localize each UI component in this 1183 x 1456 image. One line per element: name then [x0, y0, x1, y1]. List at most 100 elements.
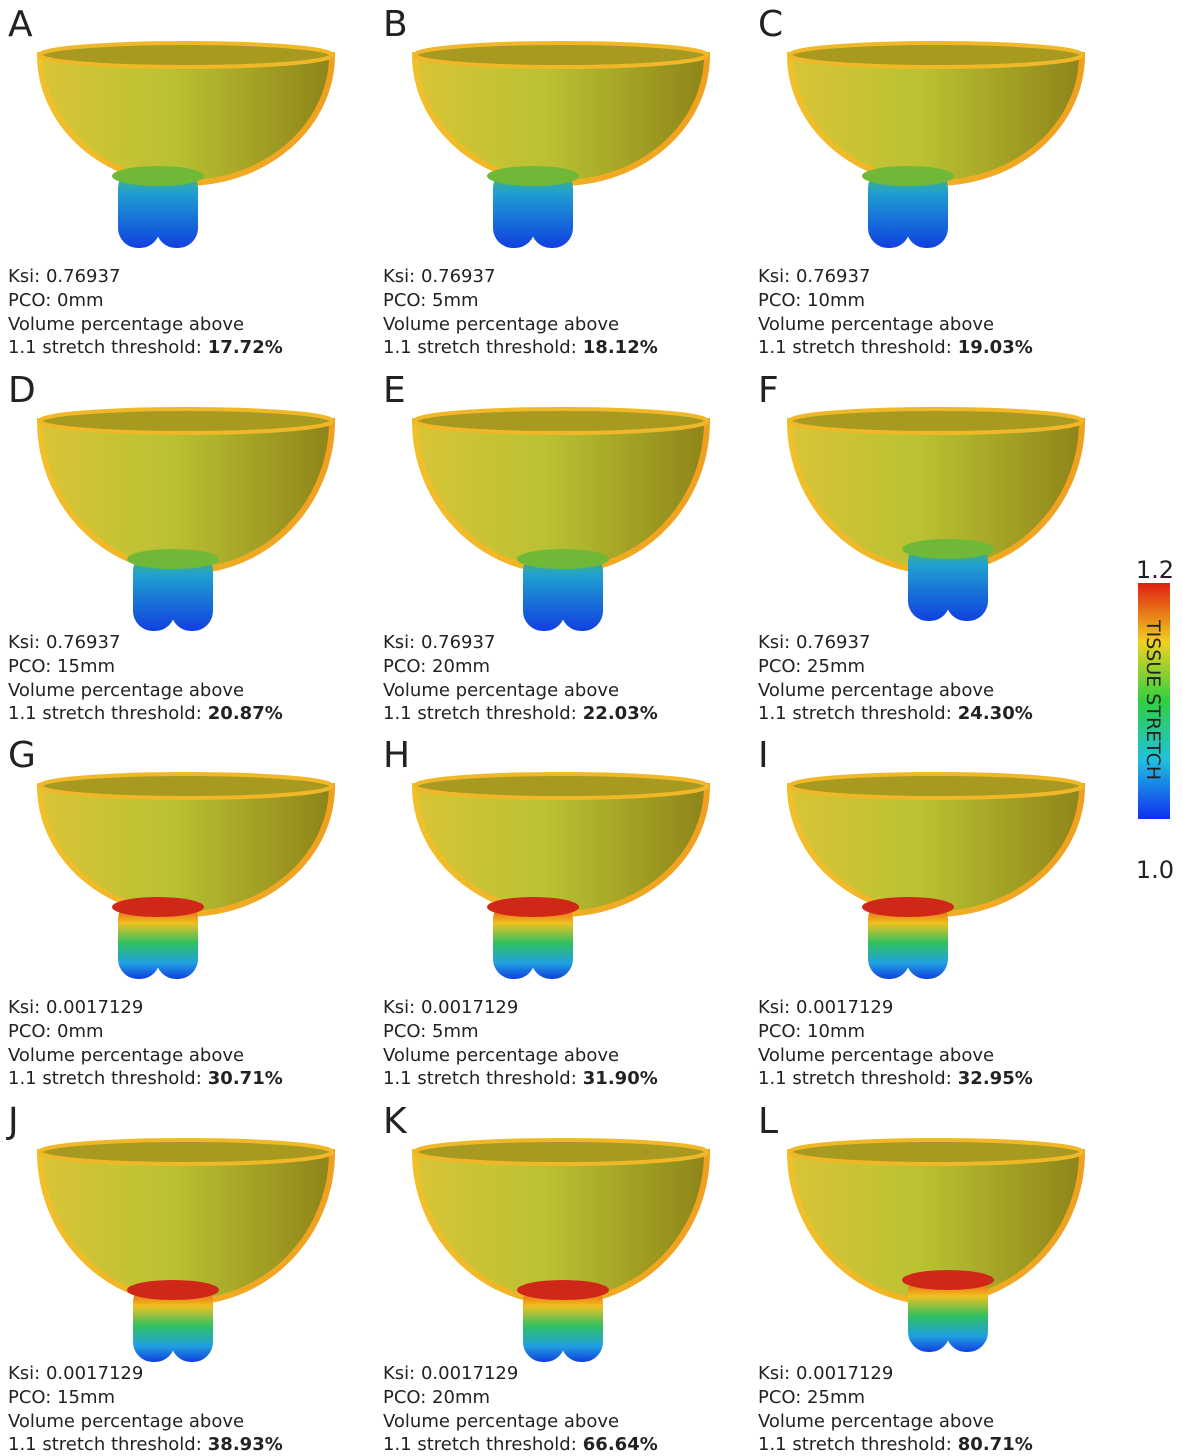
threshold-value: 22.03%: [583, 703, 658, 724]
bowl-rim: [40, 409, 332, 433]
threshold-line: 1.1 stretch threshold:30.71%: [8, 1068, 283, 1089]
bowl: [415, 1152, 707, 1302]
volume-caption: Volume percentage above: [383, 1411, 619, 1432]
threshold-value: 24.30%: [958, 703, 1033, 724]
panel-letter: L: [758, 1101, 778, 1142]
threshold-line: 1.1 stretch threshold: 19.03%: [758, 337, 1033, 358]
bowl-rim: [40, 1140, 332, 1164]
pco: PCO: 0mm: [8, 290, 104, 311]
panel-letter: I: [758, 735, 769, 776]
stem-top: [127, 1280, 219, 1300]
volume-caption: Volume percentage above: [758, 314, 994, 335]
figure: 1.2 1.0 TISSUE STRETCH AKsi: 0.76937PCO:…: [0, 0, 1183, 1456]
pco: PCO: 0mm: [8, 1021, 104, 1042]
ksi: Ksi: 0.0017129: [8, 997, 143, 1018]
bowl: [40, 1152, 332, 1302]
panel-letter: J: [6, 1101, 19, 1142]
threshold-value: 38.93%: [208, 1434, 283, 1455]
stem-top: [487, 166, 579, 186]
pco: PCO: 10mm: [758, 1021, 865, 1042]
panel-letter: B: [383, 4, 408, 45]
threshold-label: 1.1 stretch threshold:: [383, 1068, 577, 1089]
ksi: Ksi: 0.0017129: [383, 1363, 518, 1384]
threshold-label: 1.1 stretch threshold:: [758, 1068, 952, 1089]
stem-top: [862, 166, 954, 186]
threshold-line: 1.1 stretch threshold: 66.64%: [383, 1434, 658, 1455]
pco: PCO: 5mm: [383, 290, 479, 311]
panel-letter: D: [8, 370, 36, 411]
threshold-value: 20.87%: [208, 703, 283, 724]
panel-letter: F: [758, 370, 779, 411]
ksi: Ksi: 0.0017129: [8, 1363, 143, 1384]
threshold-value: 32.95%: [958, 1068, 1033, 1089]
bowl-rim: [415, 43, 707, 67]
threshold-label: 1.1 stretch threshold:: [758, 703, 952, 724]
bowl: [40, 55, 332, 183]
pco: PCO: 15mm: [8, 656, 115, 677]
panel: CKsi: 0.76937PCO: 10mmVolume percentage …: [758, 4, 1082, 358]
panel: F Ksi: 0.76937 PCO: 25mm Volume percentage …: [758, 370, 1082, 724]
bowl: [415, 786, 707, 914]
bowl: [790, 55, 1082, 183]
panel-letter: G: [8, 735, 36, 776]
threshold-line: 1.1 stretch threshold:18.12%: [383, 337, 658, 358]
volume-caption: Volume percentage above: [758, 680, 994, 701]
pco: PCO: 10mm: [758, 290, 865, 311]
stem-top: [902, 539, 994, 559]
threshold-label: 1.1 stretch threshold:: [383, 703, 577, 724]
ksi: Ksi: 0.0017129: [758, 1363, 893, 1384]
pco: PCO: 5mm: [383, 1021, 479, 1042]
threshold-label: 1.1 stretch threshold:: [8, 703, 202, 724]
ksi: Ksi: 0.0017129: [758, 997, 893, 1018]
ksi: Ksi: 0.76937: [758, 266, 870, 287]
bowl-rim: [415, 409, 707, 433]
stem-top: [112, 897, 204, 917]
threshold-label: 1.1 stretch threshold:: [758, 1434, 952, 1455]
threshold-label: 1.1 stretch threshold:: [383, 1434, 577, 1455]
volume-caption: Volume percentage above: [8, 1411, 244, 1432]
bowl-rim: [40, 43, 332, 67]
threshold-label: 1.1 stretch threshold:: [758, 337, 952, 358]
ksi: Ksi: 0.76937: [383, 632, 495, 653]
pco: PCO: 25mm: [758, 656, 865, 677]
threshold-label: 1.1 stretch threshold:: [383, 337, 577, 358]
volume-caption: Volume percentage above: [758, 1045, 994, 1066]
bowl-rim: [790, 1140, 1082, 1164]
stem-top: [517, 549, 609, 569]
bowl-rim: [40, 774, 332, 798]
panel: J Ksi: 0.0017129 PCO: 15mm Volume percentag…: [6, 1101, 332, 1455]
stem-top: [127, 549, 219, 569]
pco: PCO: 15mm: [8, 1387, 115, 1408]
stem-top: [517, 1280, 609, 1300]
volume-caption: Volume percentage above: [383, 1045, 619, 1066]
stem-top: [862, 897, 954, 917]
panel: I Ksi: 0.0017129 PCO: 10mm Volume percentag…: [758, 735, 1082, 1089]
bowl: [790, 786, 1082, 914]
volume-caption: Volume percentage above: [383, 314, 619, 335]
panel-letter: A: [8, 4, 33, 45]
threshold-line: 1.1 stretch threshold:17.72%: [8, 337, 283, 358]
panel: B Ksi: 0.76937 PCO: 5mm Volume percentage a…: [383, 4, 707, 358]
panel-letter: K: [383, 1101, 408, 1142]
threshold-value: 19.03%: [958, 337, 1033, 358]
ksi: Ksi: 0.76937: [8, 266, 120, 287]
bowl-rim: [790, 43, 1082, 67]
threshold-line: 1.1 stretch threshold:80.71%: [758, 1434, 1033, 1455]
bowl-rim: [415, 774, 707, 798]
ksi: Ksi: 0.76937: [383, 266, 495, 287]
volume-caption: Volume percentage above: [383, 680, 619, 701]
volume-caption: Volume percentage above: [8, 680, 244, 701]
threshold-label: 1.1 stretch threshold:: [8, 1434, 202, 1455]
pco: PCO: 20mm: [383, 1387, 490, 1408]
threshold-value: 66.64%: [583, 1434, 658, 1455]
threshold-line: 1.1 stretch threshold: 20.87%: [8, 703, 283, 724]
bowl: [40, 786, 332, 914]
bowl-rim: [790, 409, 1082, 433]
bowl: [40, 421, 332, 571]
bowl: [415, 55, 707, 183]
ksi: Ksi: 0.76937: [758, 632, 870, 653]
